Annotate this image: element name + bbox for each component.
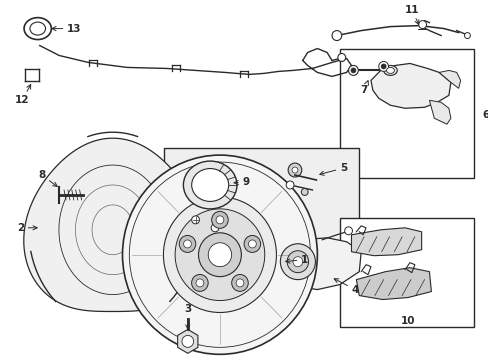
Ellipse shape — [191, 168, 228, 201]
Circle shape — [196, 279, 203, 287]
Circle shape — [163, 197, 276, 312]
Circle shape — [211, 211, 228, 228]
Circle shape — [231, 274, 248, 291]
Text: 4: 4 — [333, 279, 358, 294]
Circle shape — [381, 64, 386, 69]
Ellipse shape — [30, 22, 45, 35]
Circle shape — [122, 155, 317, 354]
Circle shape — [248, 240, 256, 248]
Circle shape — [464, 32, 469, 39]
Text: 5: 5 — [319, 163, 346, 175]
Circle shape — [175, 209, 264, 301]
Bar — [164, 148, 359, 253]
Circle shape — [344, 227, 352, 235]
Circle shape — [301, 189, 307, 195]
Circle shape — [236, 279, 244, 287]
Polygon shape — [246, 238, 361, 289]
Polygon shape — [356, 268, 430, 300]
Circle shape — [208, 243, 231, 267]
Ellipse shape — [24, 18, 51, 40]
Polygon shape — [249, 260, 263, 278]
Text: 13: 13 — [52, 24, 81, 33]
Text: 6: 6 — [481, 110, 488, 120]
Text: 12: 12 — [15, 85, 31, 105]
Circle shape — [286, 251, 308, 273]
Circle shape — [244, 235, 260, 252]
Bar — [339, 218, 473, 328]
Circle shape — [292, 257, 302, 267]
Polygon shape — [351, 228, 421, 256]
Ellipse shape — [386, 67, 393, 73]
Circle shape — [287, 163, 301, 177]
Circle shape — [198, 233, 241, 276]
Ellipse shape — [383, 66, 396, 75]
Circle shape — [331, 31, 341, 41]
Polygon shape — [24, 138, 202, 311]
Circle shape — [348, 66, 358, 75]
Circle shape — [280, 244, 315, 280]
Circle shape — [182, 336, 193, 347]
Polygon shape — [428, 100, 450, 124]
Circle shape — [378, 62, 387, 71]
Text: 1: 1 — [285, 255, 307, 265]
Circle shape — [191, 216, 199, 224]
Text: 3: 3 — [184, 305, 191, 329]
Circle shape — [418, 21, 426, 28]
Text: 11: 11 — [404, 5, 418, 24]
Circle shape — [291, 167, 297, 173]
Text: 8: 8 — [38, 170, 57, 186]
Circle shape — [191, 274, 208, 291]
Circle shape — [183, 240, 191, 248]
Circle shape — [350, 68, 355, 73]
Text: 10: 10 — [400, 316, 414, 327]
Circle shape — [285, 181, 293, 189]
Polygon shape — [177, 329, 198, 353]
Polygon shape — [370, 63, 450, 108]
Text: 2: 2 — [17, 223, 37, 233]
Bar — [339, 49, 473, 178]
Circle shape — [179, 235, 195, 252]
Circle shape — [216, 216, 224, 224]
Text: 7: 7 — [360, 81, 367, 95]
Circle shape — [337, 54, 345, 62]
Text: 9: 9 — [234, 177, 249, 187]
Ellipse shape — [183, 161, 237, 209]
Polygon shape — [438, 71, 460, 88]
Circle shape — [211, 224, 219, 232]
